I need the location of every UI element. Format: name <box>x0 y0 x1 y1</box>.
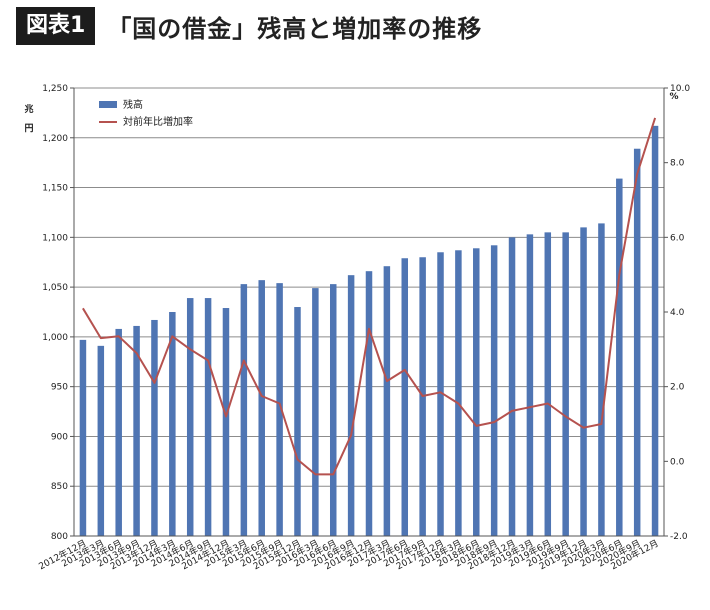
bar <box>240 284 248 536</box>
bar <box>383 266 391 536</box>
y-left-tick-label: 800 <box>51 532 68 542</box>
rate-line <box>82 117 657 476</box>
legend-swatch-bar <box>99 101 117 108</box>
bar <box>508 237 516 537</box>
y-right-unit: % <box>669 92 678 102</box>
y-left-tick-label: 900 <box>51 432 68 442</box>
y-left-tick-label: 1,000 <box>42 333 68 343</box>
bar <box>598 223 605 536</box>
bar <box>347 275 355 536</box>
bar <box>169 312 176 536</box>
y-left-unit-top: 兆 <box>24 103 33 115</box>
chart-title: 「国の借金」残高と増加率の推移 <box>107 14 483 43</box>
bar <box>258 280 265 536</box>
y-right-tick-label: 10.0 <box>670 84 690 94</box>
y-right-tick-label: 6.0 <box>670 233 685 243</box>
figure-header: 図表1 「国の借金」残高と増加率の推移 <box>16 6 482 46</box>
bar <box>473 248 480 537</box>
y-left-tick-label: 1,100 <box>42 233 68 243</box>
y-right-tick-label: -2.0 <box>670 532 688 542</box>
bar <box>329 284 337 536</box>
legend-label-line: 対前年比増加率 <box>123 115 193 128</box>
bar <box>526 234 534 536</box>
bar <box>580 227 587 536</box>
bar <box>186 298 194 536</box>
bar <box>79 339 87 536</box>
bar <box>133 325 140 536</box>
y-left-tick-label: 950 <box>51 383 68 393</box>
bar <box>151 319 158 536</box>
bar <box>490 245 498 536</box>
y-left-tick-label: 850 <box>51 482 68 492</box>
bar <box>562 232 569 536</box>
y-left-tick-label: 1,150 <box>42 184 68 194</box>
bar <box>651 125 659 536</box>
bar <box>616 178 623 536</box>
bar <box>633 148 641 536</box>
y-left-tick-label: 1,200 <box>42 134 68 144</box>
y-left-unit-bottom: 円 <box>24 123 33 134</box>
y-right-tick-label: 0.0 <box>670 457 685 467</box>
y-left-tick-label: 1,050 <box>42 283 68 293</box>
y-right-tick-label: 8.0 <box>670 159 685 169</box>
bar <box>222 308 230 536</box>
bar <box>312 288 319 536</box>
bar <box>437 252 444 536</box>
y-left-tick-label: 1,250 <box>42 84 68 94</box>
y-right-tick-label: 2.0 <box>670 383 685 393</box>
figure-badge: 図表1 <box>16 7 96 45</box>
line-series <box>82 117 657 476</box>
y-right-tick-label: 4.0 <box>670 308 685 318</box>
bar <box>401 258 409 536</box>
legend: 残高 対前年比増加率 <box>99 98 193 128</box>
bar <box>294 307 301 536</box>
bar <box>97 345 105 536</box>
bar <box>204 298 212 536</box>
bar <box>544 232 552 536</box>
bar <box>365 271 373 536</box>
bar <box>115 328 122 536</box>
legend-label-bar: 残高 <box>123 98 143 111</box>
bar-series <box>79 125 659 537</box>
bar <box>276 283 283 536</box>
bar <box>455 250 462 536</box>
